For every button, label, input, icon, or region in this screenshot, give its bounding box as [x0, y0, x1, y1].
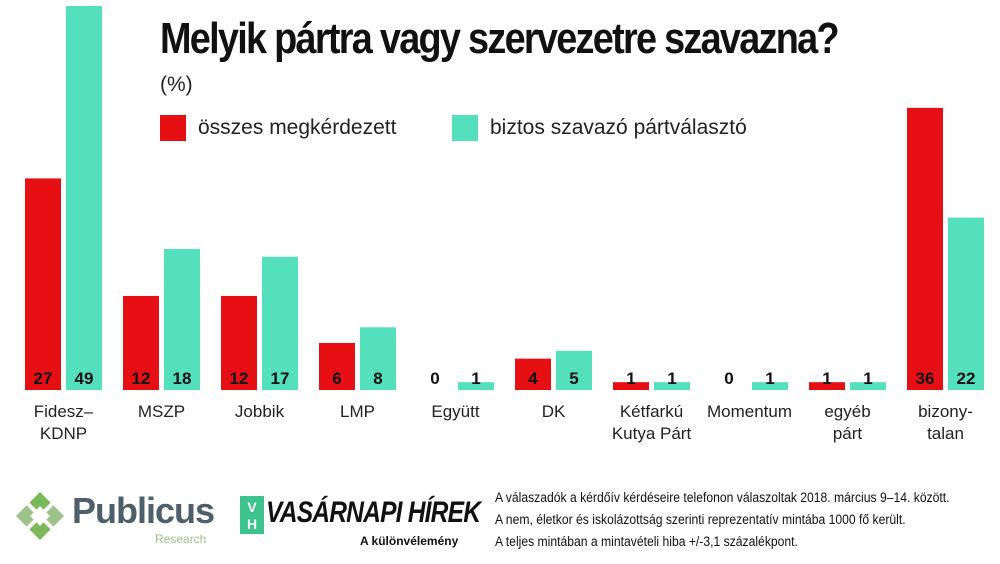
bar-2-0	[66, 6, 102, 390]
category-label-6: Kutya Párt	[612, 424, 692, 443]
bar-2-7	[752, 382, 788, 390]
category-label-8: párt	[833, 424, 863, 443]
vh-tagline: A különvélemény	[360, 534, 459, 548]
category-label-7: Momentum	[707, 402, 792, 421]
data-label-1-0: 27	[34, 369, 53, 388]
chart-title: Melyik pártra vagy szervezetre szavazna?	[160, 14, 840, 63]
vh-badge-icon: V H	[240, 496, 264, 534]
data-label-2-6: 1	[667, 369, 676, 388]
legend-label-series-2: biztos szavazó pártválasztó	[490, 116, 747, 139]
category-label-4: Együtt	[431, 402, 479, 421]
legend-item-series-2: biztos szavazó pártválasztó	[452, 113, 747, 143]
methodology-notes: A válaszadók a kérdőív kérdéseire telefo…	[495, 487, 950, 553]
data-label-2-3: 8	[373, 369, 382, 388]
note-line: A teljes mintában a mintavételi hiba +/-…	[495, 534, 798, 549]
bar-chart: 27 49 Fidesz– KDNP 12 18 MSZP 12 17 Jobbik 6 8 LMP 0 1…	[25, 6, 984, 443]
category-label-8: egyéb	[824, 402, 870, 421]
bar-2-8	[850, 382, 886, 390]
bar-2-1	[164, 248, 200, 390]
category-label-6: Kétfarkú	[620, 402, 683, 421]
bar-2-5	[556, 350, 592, 390]
data-label-2-4: 1	[471, 369, 480, 388]
publicus-sub: Research	[155, 532, 207, 546]
bar-2-4	[458, 382, 494, 390]
data-label-2-9: 22	[957, 369, 976, 388]
data-label-1-5: 4	[528, 369, 538, 388]
bar-2-2	[262, 256, 298, 390]
note-line: A válaszadók a kérdőív kérdéseire telefo…	[495, 490, 950, 505]
category-label-1: MSZP	[138, 402, 185, 421]
bar-2-6	[654, 382, 690, 390]
data-label-2-2: 17	[271, 369, 290, 388]
publicus-diamond-icon	[15, 491, 65, 541]
category-label-0: KDNP	[40, 424, 87, 443]
data-label-1-9: 36	[916, 369, 935, 388]
unit-label: (%)	[160, 73, 193, 96]
bar-1-5	[515, 358, 551, 390]
publicus-name: Publicus	[72, 490, 215, 531]
bar-1-3	[319, 342, 355, 390]
category-label-0: Fidesz–	[34, 402, 94, 421]
category-label-2: Jobbik	[235, 402, 285, 421]
bar-1-0	[25, 178, 61, 390]
publicus-logo: Publicus Research	[10, 486, 225, 548]
bar-1-1	[123, 295, 159, 390]
note-line: A nem, életkor és iskolázottság szerinti…	[495, 512, 906, 527]
legend-swatch-green	[452, 115, 478, 141]
category-label-9: talan	[927, 424, 964, 443]
vasarnapi-hirek-logo: V H VASÁRNAPI HÍREK A különvélemény	[240, 496, 481, 556]
data-label-2-7: 1	[765, 369, 774, 388]
data-label-1-2: 12	[230, 369, 249, 388]
category-label-5: DK	[542, 402, 566, 421]
data-label-1-6: 1	[626, 369, 635, 388]
category-label-3: LMP	[340, 402, 375, 421]
legend-item-series-1: összes megkérdezett	[160, 113, 396, 143]
vh-name: VASÁRNAPI HÍREK	[266, 496, 481, 529]
bar-1-9	[907, 107, 943, 390]
category-label-9: bizony-	[918, 402, 973, 421]
data-label-2-5: 5	[569, 369, 578, 388]
data-label-2-8: 1	[863, 369, 872, 388]
vh-badge-h: H	[247, 516, 257, 532]
data-label-2-0: 49	[75, 369, 94, 388]
bar-1-8	[809, 382, 845, 390]
data-label-1-1: 12	[132, 369, 151, 388]
data-label-1-4: 0	[430, 369, 439, 388]
bar-2-9	[948, 217, 984, 390]
data-label-2-1: 18	[173, 369, 192, 388]
bar-1-6	[613, 382, 649, 390]
legend-label-series-1: összes megkérdezett	[198, 116, 397, 139]
data-label-1-7: 0	[724, 369, 733, 388]
vh-badge-v: V	[247, 499, 257, 515]
bar-2-3	[360, 327, 396, 390]
data-label-1-3: 6	[332, 369, 341, 388]
data-label-1-8: 1	[822, 369, 831, 388]
bar-1-2	[221, 295, 257, 390]
legend-swatch-red	[160, 115, 186, 141]
